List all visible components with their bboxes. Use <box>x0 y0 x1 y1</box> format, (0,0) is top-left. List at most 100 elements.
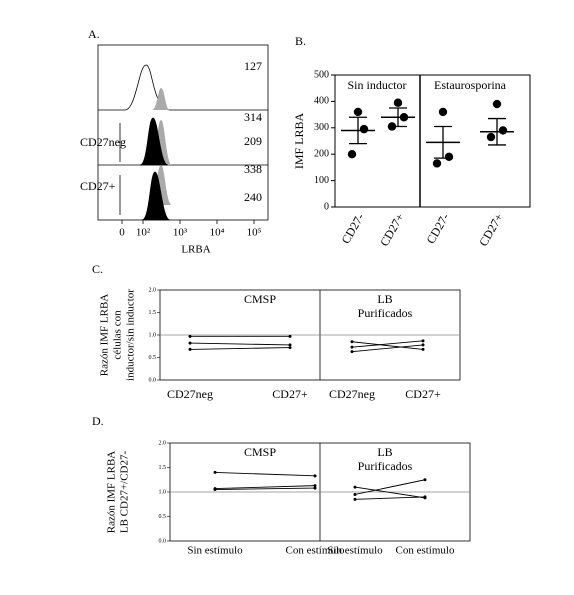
pair-point <box>421 339 425 343</box>
pair-point <box>188 341 192 345</box>
mfi-label: 209 <box>244 134 262 148</box>
pair-line <box>214 471 316 477</box>
x-axis-label: LRBA <box>181 244 210 256</box>
plot-frame <box>334 74 531 208</box>
x-tick-label: Con estímulo <box>286 545 345 557</box>
pair-point <box>313 474 317 478</box>
x-tick-label: 10⁴ <box>210 227 225 239</box>
y-axis-label: inductor/sin inductor <box>125 289 137 381</box>
pair-point <box>288 346 292 350</box>
data-point <box>432 159 442 168</box>
histogram-black <box>141 171 171 221</box>
mfi-label: 338 <box>244 162 262 176</box>
pair-point <box>423 495 427 499</box>
panel-label: A. <box>88 27 100 41</box>
histogram-unstained <box>98 64 268 111</box>
group-label: Purificados <box>358 459 413 473</box>
pair-point <box>421 347 425 351</box>
pair-line <box>351 344 424 353</box>
pair-line <box>189 342 291 346</box>
y-tick-label: 0.0 <box>159 538 167 544</box>
y-tick-label: 0.0 <box>149 377 157 383</box>
data-point <box>486 132 496 142</box>
x-tick-label: Sin estímulo <box>187 545 243 557</box>
pair-line <box>354 496 426 500</box>
y-tick-label: 100 <box>314 175 329 186</box>
group-label: CMSP <box>244 292 276 306</box>
pair-line <box>351 341 424 350</box>
y-tick-label: 400 <box>314 96 329 107</box>
error-bar <box>349 116 367 145</box>
pair-point <box>423 478 427 482</box>
y-tick-label: 1.0 <box>149 332 157 338</box>
x-tick-label: CD27- <box>339 211 367 246</box>
y-tick-label: 1.0 <box>159 489 167 495</box>
row-label: CD27neg <box>80 135 126 149</box>
pair-point <box>421 343 425 347</box>
pair-point <box>313 484 317 488</box>
panel-label: D. <box>92 414 104 428</box>
x-tick-label: Sin estímulo <box>327 545 383 557</box>
mfi-label: 314 <box>244 110 262 124</box>
group-label: Purificados <box>358 306 413 320</box>
data-point <box>353 107 363 117</box>
group-label: LB <box>377 445 392 459</box>
x-tick-label: CD27neg <box>167 387 213 401</box>
histograms <box>97 44 269 221</box>
group-label: CMSP <box>244 445 276 459</box>
group-label: LB <box>377 292 392 306</box>
x-tick-label: CD27+ <box>476 211 506 249</box>
panel-a-frame <box>97 44 269 221</box>
y-axis-label: LB CD27+/CD27- <box>119 451 131 534</box>
x-tick-label: CD27neg <box>329 387 375 401</box>
y-axis-label: IMF LRBA <box>292 112 306 169</box>
x-tick-label: 0 <box>119 227 125 239</box>
mfi-label: 127 <box>244 59 262 73</box>
y-axis-label: Razón IMF LRBA <box>99 294 111 377</box>
row-label: CD27+ <box>80 179 116 193</box>
y-tick-label: 2.0 <box>159 440 167 446</box>
x-tick-label: 10³ <box>173 227 188 239</box>
pair-line <box>214 485 316 490</box>
pair-point <box>353 497 357 501</box>
x-tick-label: CD27- <box>424 211 452 246</box>
pair-line <box>354 479 426 495</box>
y-tick-label: 0.5 <box>149 355 157 361</box>
data-point <box>359 124 369 134</box>
error-bar <box>488 117 506 146</box>
pair-point <box>350 340 354 344</box>
data-point <box>492 99 502 109</box>
y-tick-label: 300 <box>314 122 329 133</box>
error-bar <box>389 107 407 128</box>
y-tick-label: 2.0 <box>149 287 157 293</box>
panel-label: B. <box>295 34 306 48</box>
y-tick-label: 0 <box>324 201 329 212</box>
pair-point <box>313 486 317 490</box>
pair-line <box>354 486 426 499</box>
data-point <box>393 98 403 107</box>
y-tick-label: 200 <box>314 148 329 159</box>
pair-point <box>353 485 357 489</box>
group-label: Sin inductor <box>348 78 407 92</box>
x-tick-label: CD27+ <box>377 211 407 249</box>
y-axis-label: Razón IMF LRBA <box>106 451 118 534</box>
pair-point <box>288 343 292 347</box>
y-tick-label: 1.5 <box>159 465 167 471</box>
x-tick-label: 10⁵ <box>247 227 262 239</box>
y-tick-label: 500 <box>314 69 329 80</box>
pair-point <box>213 488 217 492</box>
pair-point <box>353 492 357 496</box>
x-tick-label: 10² <box>136 227 151 239</box>
data-point <box>347 150 357 159</box>
pair-point <box>350 345 354 349</box>
panel-label: C. <box>92 262 103 276</box>
group-label: Estaurosporina <box>434 78 507 92</box>
x-tick-label: CD27+ <box>272 387 308 401</box>
pair-line <box>351 340 424 348</box>
pair-line <box>189 347 291 350</box>
histogram-grey <box>152 88 170 110</box>
error-bar <box>434 125 452 159</box>
mfi-label: 240 <box>244 190 262 204</box>
y-axis-label: células con <box>112 310 124 360</box>
